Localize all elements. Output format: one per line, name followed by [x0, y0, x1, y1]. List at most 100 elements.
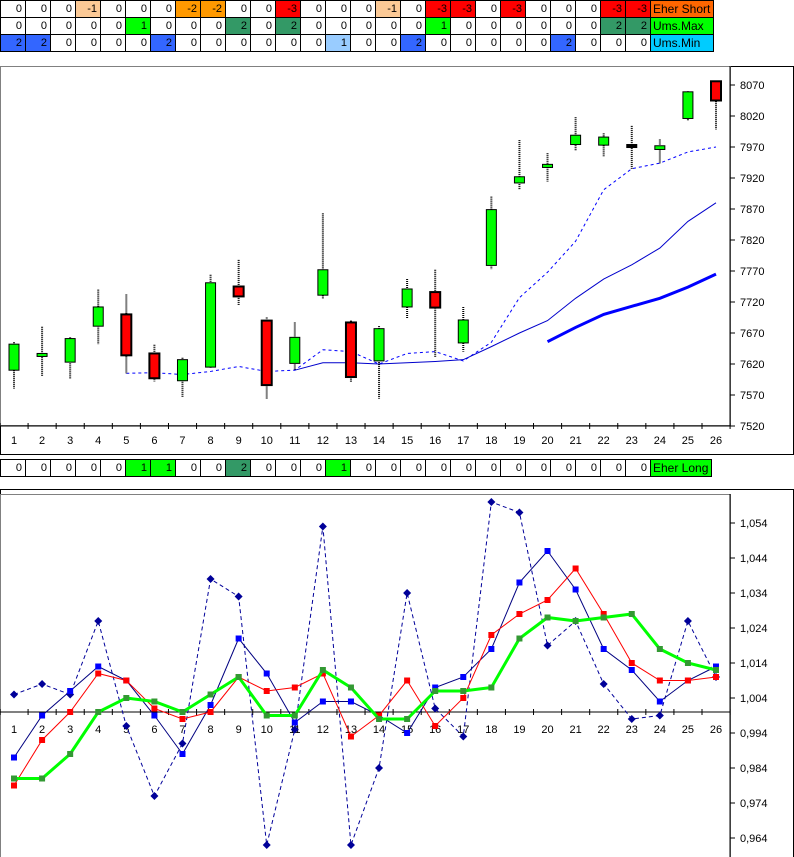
diamond-marker — [487, 498, 496, 506]
square-marker — [713, 667, 719, 673]
square-marker — [432, 723, 439, 729]
x-tick-label: 9 — [236, 435, 242, 447]
square-marker — [123, 695, 130, 701]
signal-cell: 0 — [100, 459, 126, 477]
square-marker — [207, 709, 214, 715]
diamond-marker — [10, 690, 18, 699]
chart-frame — [0, 66, 794, 455]
signal-cell: 0 — [475, 459, 501, 477]
x-tick-label: 14 — [373, 724, 385, 736]
candle-body-up — [373, 328, 385, 362]
candle-body-up — [598, 136, 610, 146]
signal-cell: -3 — [425, 0, 451, 18]
x-tick-label: 12 — [317, 724, 329, 736]
square-marker — [488, 684, 495, 691]
signal-cell: 1 — [425, 17, 451, 35]
x-tick-label: 10 — [261, 435, 273, 447]
square-marker — [432, 688, 439, 694]
signal-row-label: Ums.Min — [649, 34, 715, 52]
signal-row-label: Eher Short — [649, 0, 715, 18]
moving-average-line — [126, 146, 717, 376]
x-tick-label: 22 — [598, 435, 610, 447]
square-marker — [11, 754, 17, 761]
diamond-marker — [683, 617, 692, 625]
y-tick-label: 1,034 — [740, 588, 768, 600]
x-tick-label: 26 — [710, 724, 722, 736]
signal-cell: 0 — [425, 459, 451, 477]
square-marker — [656, 646, 663, 652]
x-tick-label: 18 — [485, 724, 497, 736]
square-marker — [319, 698, 326, 705]
square-marker — [11, 782, 17, 789]
square-marker — [600, 614, 607, 621]
candle-body-down — [429, 291, 442, 309]
square-marker — [460, 674, 467, 680]
signal-cell: 0 — [425, 34, 451, 52]
y-tick-label: 0,974 — [740, 798, 768, 810]
candle-body-down — [344, 321, 357, 379]
square-marker — [207, 691, 214, 698]
signal-cell: 0 — [175, 34, 201, 52]
square-marker — [123, 677, 130, 684]
signal-row-label: Ums.Max — [649, 17, 715, 35]
signal-cell: 0 — [275, 34, 301, 52]
diamond-marker — [431, 704, 440, 713]
square-marker — [11, 775, 17, 782]
square-marker — [656, 677, 663, 684]
signal-cell: 0 — [250, 34, 276, 52]
x-tick-label: 19 — [513, 724, 525, 736]
y-tick-label: 1,044 — [740, 553, 768, 565]
signal-cell: -1 — [375, 0, 401, 18]
square-marker — [600, 611, 607, 617]
data-series-line — [13, 501, 717, 846]
square-marker — [263, 688, 270, 694]
y-tick-label: 7920 — [740, 173, 764, 185]
square-marker — [628, 660, 635, 666]
square-marker — [572, 565, 579, 572]
square-marker — [347, 733, 354, 740]
candle-body-up — [457, 319, 469, 344]
signal-cell: 0 — [25, 459, 51, 477]
diamond-marker — [403, 589, 412, 597]
candle-body-up — [92, 306, 104, 327]
candle-body-up — [542, 163, 554, 168]
y-tick-label: 7670 — [740, 328, 764, 340]
x-tick-label: 20 — [541, 724, 553, 736]
x-tick-label: 6 — [151, 724, 157, 736]
square-marker — [235, 674, 242, 680]
square-marker — [95, 663, 102, 670]
signal-cell: 0 — [100, 34, 126, 52]
x-tick-label: 3 — [67, 724, 73, 736]
x-tick-label: 8 — [207, 724, 213, 736]
signal-cell: 0 — [200, 459, 226, 477]
signal-cell: 0 — [500, 459, 526, 477]
signal-row: 0 0 0 0 0 1 0 0 0 2 0 2 0 0 0 0 0 1 0 0 0 0 0 0 2 2 Ums.Max — [0, 17, 715, 35]
square-marker — [572, 618, 579, 624]
square-marker — [291, 719, 298, 726]
diamond-marker — [290, 725, 299, 734]
y-tick-label: 1,014 — [740, 658, 768, 670]
x-tick-label: 2 — [39, 435, 45, 447]
diamond-marker — [318, 522, 327, 531]
x-tick-label: 16 — [429, 435, 441, 447]
candle-body-up — [485, 209, 497, 266]
square-marker — [151, 712, 158, 719]
square-marker — [600, 646, 607, 652]
moving-average-line — [546, 272, 717, 344]
square-marker — [319, 670, 326, 677]
signal-cell: 0 — [525, 459, 551, 477]
signal-cell: 2 — [25, 34, 51, 52]
square-marker — [179, 716, 186, 722]
square-marker — [263, 670, 270, 677]
x-tick-label: 24 — [654, 435, 666, 447]
candle-body-up — [401, 288, 413, 308]
chart-frame — [0, 489, 794, 857]
y-tick-label: 0,964 — [740, 833, 768, 845]
signal-cell: 0 — [0, 459, 26, 477]
x-tick-label: 1 — [11, 724, 17, 736]
signal-cell: 0 — [300, 459, 326, 477]
x-tick-label: 17 — [457, 435, 469, 447]
square-marker — [207, 702, 214, 708]
candle-body-down — [148, 352, 161, 380]
x-tick-label: 18 — [485, 435, 497, 447]
